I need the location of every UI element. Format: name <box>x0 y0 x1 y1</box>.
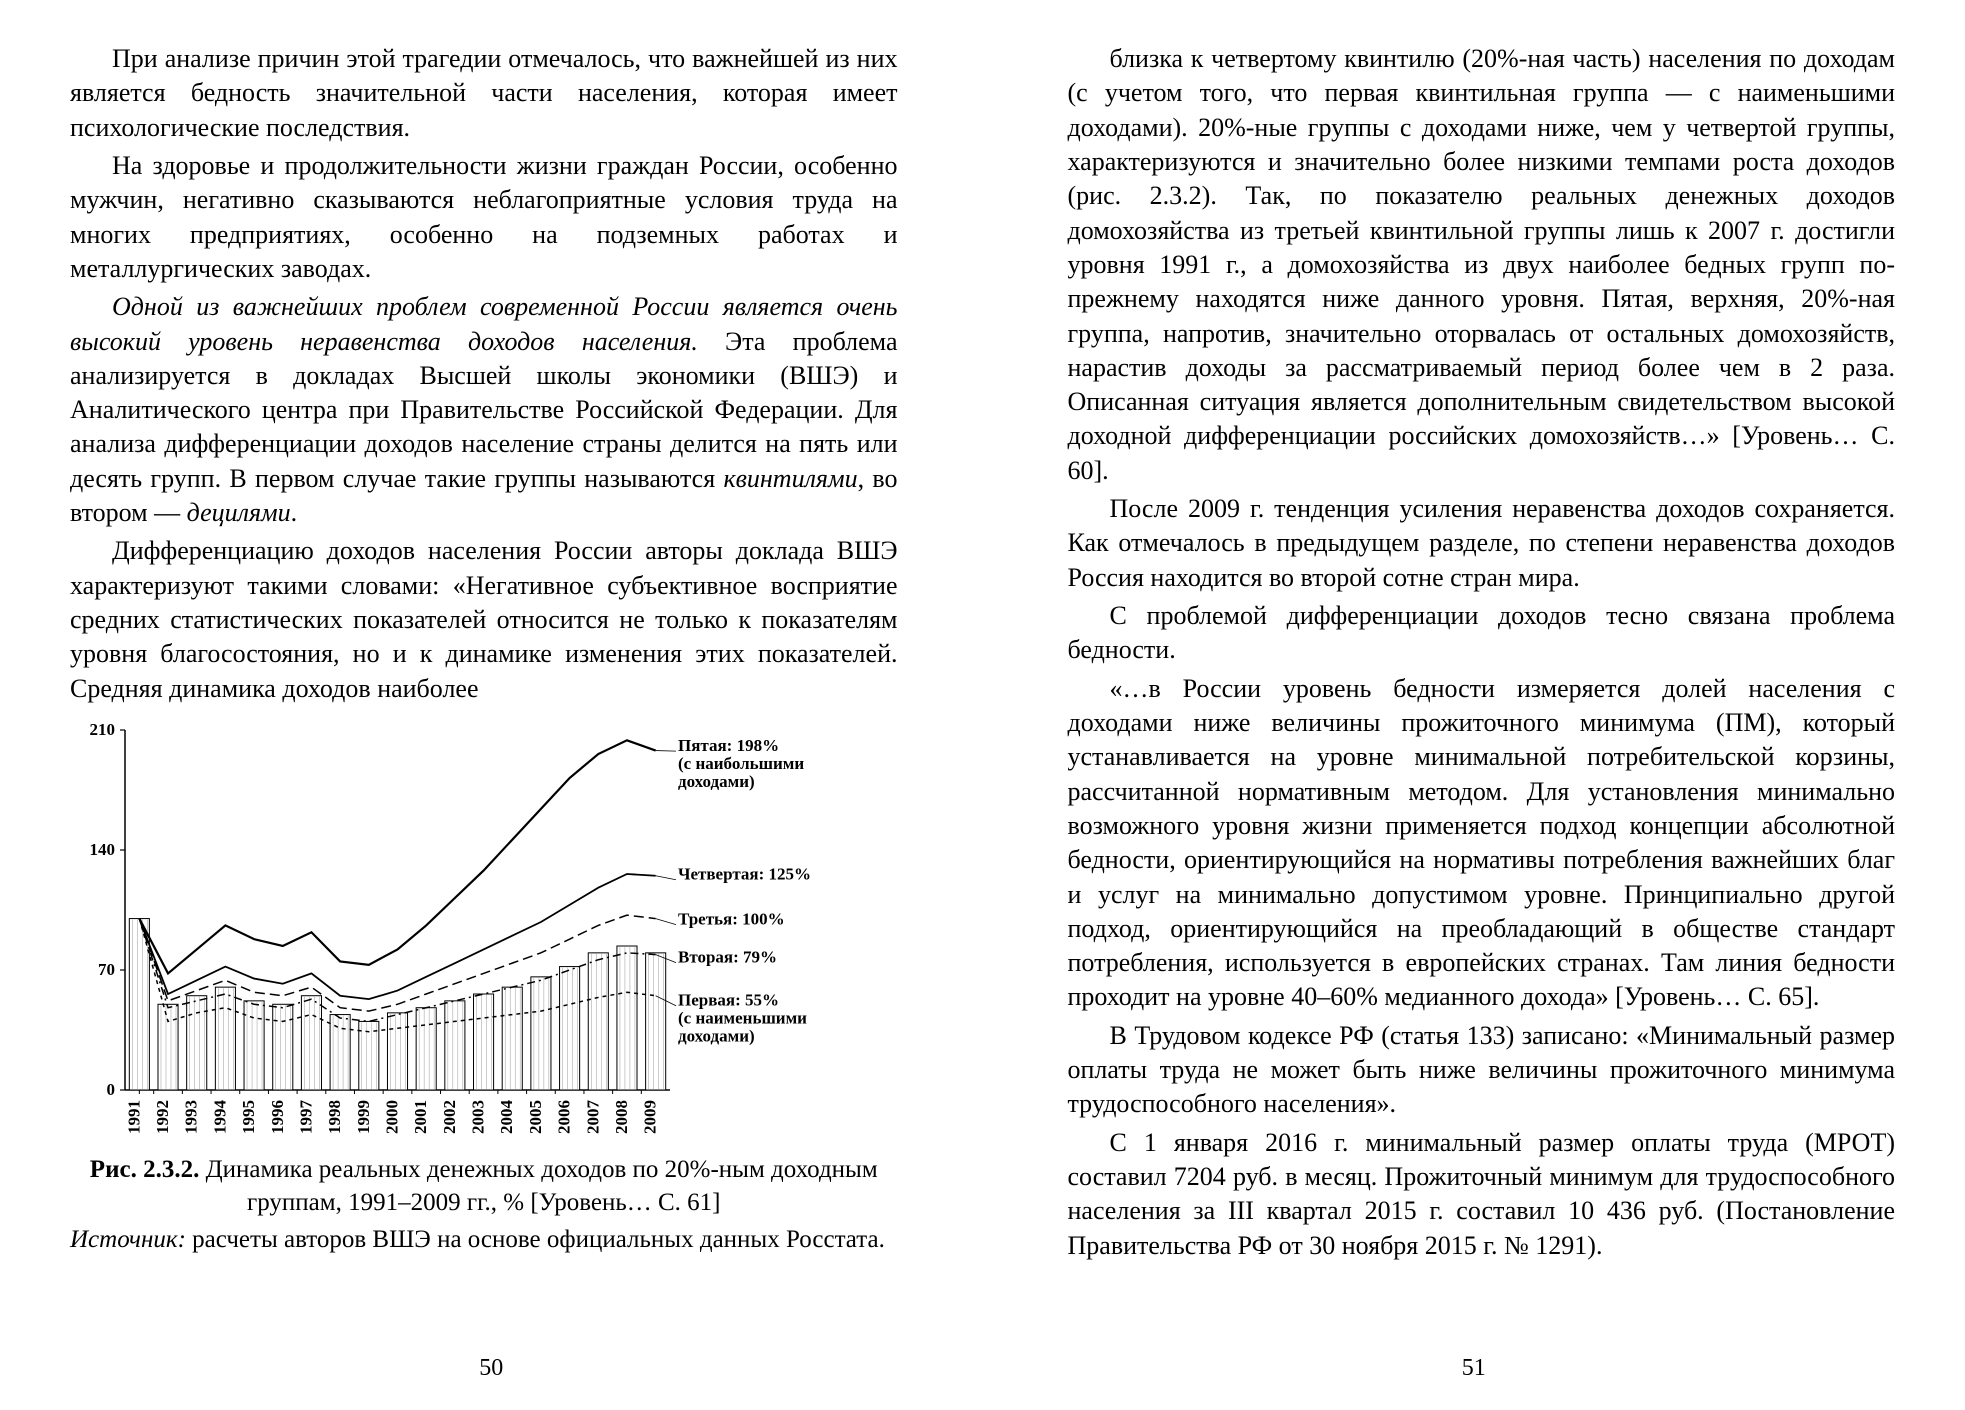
svg-text:Пятая: 198%: Пятая: 198% <box>678 736 779 755</box>
svg-text:1997: 1997 <box>296 1099 315 1134</box>
svg-text:2005: 2005 <box>526 1100 545 1134</box>
svg-text:1994: 1994 <box>210 1099 229 1134</box>
svg-text:140: 140 <box>90 840 116 859</box>
paragraph: На здоровье и продолжительности жизни гр… <box>70 149 898 286</box>
figure-232: 0 70 140 210 1991 1992 1993 1994 1995 1996 1997 199… <box>70 720 898 1256</box>
italic-run: децилями <box>187 498 291 527</box>
page-right: близка к четвертому квинтилю (20%-ная ча… <box>983 0 1965 1410</box>
income-dynamics-chart: 0 70 140 210 1991 1992 1993 1994 1995 1996 1997 199… <box>70 720 870 1140</box>
svg-text:2002: 2002 <box>440 1100 459 1134</box>
svg-text:Вторая: 79%: Вторая: 79% <box>678 948 777 967</box>
caption-label: Рис. 2.3.2. <box>90 1156 200 1183</box>
source-text: расчеты авторов ВШЭ на основе официальны… <box>186 1226 885 1253</box>
source-label: Источник: <box>70 1226 186 1253</box>
svg-text:70: 70 <box>98 960 115 979</box>
svg-text:(с наименьшими: (с наименьшими <box>678 1009 807 1028</box>
page-number-right: 51 <box>983 1355 1965 1382</box>
svg-text:доходами): доходами) <box>678 772 755 791</box>
paragraph: «…в России уровень бедности измеряется д… <box>1068 672 1896 1015</box>
svg-text:1993: 1993 <box>182 1100 201 1134</box>
text-run: . <box>291 498 298 527</box>
svg-text:1991: 1991 <box>124 1100 143 1134</box>
paragraph: С 1 января 2016 г. минимальный размер оп… <box>1068 1126 1896 1263</box>
svg-text:2007: 2007 <box>583 1099 602 1134</box>
paragraph: близка к четвертому квинтилю (20%-ная ча… <box>1068 42 1896 488</box>
svg-text:2001: 2001 <box>411 1100 430 1134</box>
paragraph: После 2009 г. тенденция усиления неравен… <box>1068 492 1896 595</box>
svg-text:210: 210 <box>90 720 116 739</box>
svg-text:2003: 2003 <box>469 1100 488 1134</box>
page-number-left: 50 <box>0 1355 983 1382</box>
svg-text:доходами): доходами) <box>678 1027 755 1046</box>
svg-text:Четвертая: 125%: Четвертая: 125% <box>678 865 811 884</box>
svg-text:2009: 2009 <box>641 1100 660 1134</box>
svg-text:1998: 1998 <box>325 1100 344 1134</box>
svg-text:Третья: 100%: Третья: 100% <box>678 910 785 929</box>
italic-run: квинтилями <box>723 464 857 493</box>
page-spread: При анализе причин этой трагедии отмечал… <box>0 0 1965 1410</box>
svg-text:1996: 1996 <box>268 1100 287 1134</box>
figure-caption: Рис. 2.3.2. Динамика реальных денежных д… <box>70 1153 898 1219</box>
page-left: При анализе причин этой трагедии отмечал… <box>0 0 983 1410</box>
svg-text:2004: 2004 <box>497 1099 516 1134</box>
paragraph: В Трудовом кодексе РФ (статья 133) запис… <box>1068 1019 1896 1122</box>
paragraph: При анализе причин этой трагедии отмечал… <box>70 42 898 145</box>
svg-text:Первая: 55%: Первая: 55% <box>678 991 779 1010</box>
svg-text:2000: 2000 <box>383 1100 402 1134</box>
svg-text:1995: 1995 <box>239 1100 258 1134</box>
svg-text:0: 0 <box>107 1080 116 1099</box>
paragraph: Одной из важнейших проблем современной Р… <box>70 290 898 530</box>
svg-text:2006: 2006 <box>555 1100 574 1134</box>
svg-text:1999: 1999 <box>354 1100 373 1134</box>
figure-source: Источник: расчеты авторов ВШЭ на основе … <box>70 1223 898 1256</box>
paragraph: Дифференциацию доходов населения России … <box>70 534 898 706</box>
paragraph: С проблемой дифференциации доходов тесно… <box>1068 599 1896 668</box>
caption-text: Динамика реальных денежных доходов по 20… <box>199 1156 877 1216</box>
svg-text:1992: 1992 <box>153 1100 172 1134</box>
svg-text:(с наибольшими: (с наибольшими <box>678 754 804 773</box>
svg-text:2008: 2008 <box>612 1100 631 1134</box>
